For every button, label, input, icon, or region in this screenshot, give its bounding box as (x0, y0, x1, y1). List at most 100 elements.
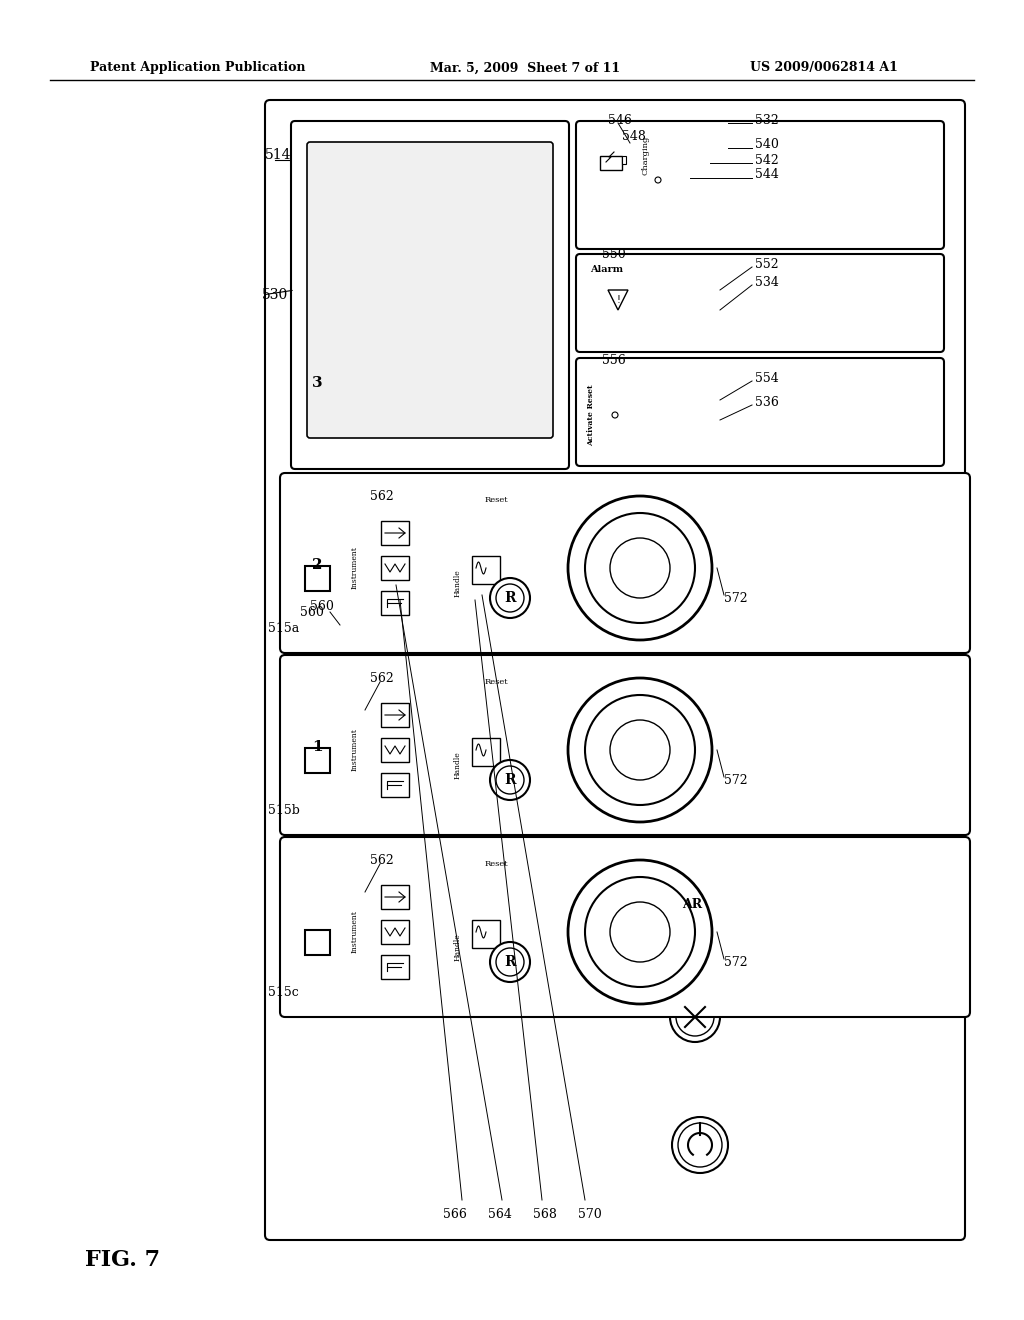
Circle shape (669, 882, 715, 928)
Circle shape (655, 177, 662, 183)
Text: 570: 570 (579, 1209, 602, 1221)
Circle shape (496, 766, 524, 795)
Text: 1: 1 (311, 741, 323, 754)
Circle shape (490, 760, 530, 800)
Circle shape (496, 583, 524, 612)
Text: 560: 560 (300, 606, 324, 619)
FancyBboxPatch shape (265, 100, 965, 1239)
Text: R: R (504, 774, 516, 787)
Bar (305, 748, 330, 774)
Bar (305, 931, 330, 954)
Bar (381, 884, 409, 909)
Text: 534: 534 (755, 276, 779, 289)
Bar (381, 556, 409, 579)
Text: 515c: 515c (268, 986, 299, 998)
Text: 572: 572 (724, 591, 748, 605)
FancyBboxPatch shape (280, 473, 970, 653)
Circle shape (568, 496, 712, 640)
Bar (305, 566, 330, 591)
Circle shape (490, 942, 530, 982)
Circle shape (678, 1123, 722, 1167)
Text: 572: 572 (724, 956, 748, 969)
Circle shape (676, 998, 714, 1036)
Circle shape (612, 412, 618, 418)
Text: 548: 548 (622, 131, 646, 144)
Text: Instrument: Instrument (351, 729, 359, 771)
Text: 536: 536 (755, 396, 779, 408)
Bar (472, 920, 500, 948)
Text: AR: AR (682, 899, 702, 912)
Text: 515a: 515a (268, 622, 299, 635)
FancyBboxPatch shape (575, 121, 944, 249)
Text: Mar. 5, 2009  Sheet 7 of 11: Mar. 5, 2009 Sheet 7 of 11 (430, 62, 621, 74)
Text: Reset: Reset (485, 496, 509, 504)
Bar (381, 591, 409, 615)
Text: 566: 566 (443, 1209, 467, 1221)
Polygon shape (608, 290, 628, 310)
Text: 564: 564 (488, 1209, 512, 1221)
Circle shape (585, 876, 695, 987)
FancyBboxPatch shape (291, 121, 569, 469)
Text: 552: 552 (755, 257, 778, 271)
Circle shape (585, 696, 695, 805)
Text: 562: 562 (370, 672, 394, 685)
Bar (381, 738, 409, 762)
Text: 515b: 515b (268, 804, 300, 817)
Text: 562: 562 (370, 854, 394, 866)
Text: 540: 540 (755, 139, 779, 152)
Text: R: R (504, 954, 516, 969)
Text: Reset: Reset (485, 678, 509, 686)
Text: 514: 514 (265, 148, 292, 162)
Text: Alarm: Alarm (590, 265, 624, 275)
Text: Handle: Handle (454, 569, 462, 597)
Text: R: R (504, 591, 516, 605)
Text: Patent Application Publication: Patent Application Publication (90, 62, 305, 74)
FancyBboxPatch shape (280, 837, 970, 1016)
Bar (472, 738, 500, 766)
Circle shape (568, 678, 712, 822)
Text: Instrument: Instrument (351, 911, 359, 953)
Circle shape (610, 719, 670, 780)
Text: 532: 532 (755, 114, 778, 127)
Text: 2: 2 (311, 558, 323, 572)
Text: Activate Reset: Activate Reset (587, 384, 595, 446)
Bar (622, 156, 626, 164)
Circle shape (496, 948, 524, 975)
Text: 542: 542 (755, 153, 778, 166)
Circle shape (585, 513, 695, 623)
Circle shape (670, 993, 720, 1041)
Circle shape (568, 861, 712, 1005)
Text: Handle: Handle (454, 751, 462, 779)
Bar (600, 156, 622, 170)
FancyBboxPatch shape (307, 143, 553, 438)
FancyBboxPatch shape (280, 655, 970, 836)
Bar (381, 704, 409, 727)
Text: 562: 562 (370, 490, 394, 503)
Text: !: ! (616, 294, 620, 305)
Bar (381, 774, 409, 797)
Text: US 2009/0062814 A1: US 2009/0062814 A1 (750, 62, 898, 74)
Circle shape (610, 902, 670, 962)
Text: Reset: Reset (485, 861, 509, 869)
Text: 560: 560 (310, 601, 334, 614)
Text: 568: 568 (534, 1209, 557, 1221)
Text: 546: 546 (608, 114, 632, 127)
Text: 550: 550 (602, 248, 626, 261)
FancyBboxPatch shape (575, 253, 944, 352)
Text: 572: 572 (724, 774, 748, 787)
Text: 556: 556 (602, 354, 626, 367)
Circle shape (664, 876, 720, 933)
Bar (381, 954, 409, 979)
Text: 530: 530 (262, 288, 288, 302)
FancyBboxPatch shape (575, 358, 944, 466)
Text: 544: 544 (755, 169, 779, 181)
Text: 554: 554 (755, 371, 778, 384)
Circle shape (490, 578, 530, 618)
Bar (472, 556, 500, 583)
Circle shape (610, 539, 670, 598)
Text: Instrument: Instrument (351, 546, 359, 590)
Bar (381, 920, 409, 944)
Text: Charging: Charging (641, 136, 649, 176)
Bar (381, 521, 409, 545)
Circle shape (672, 1117, 728, 1173)
